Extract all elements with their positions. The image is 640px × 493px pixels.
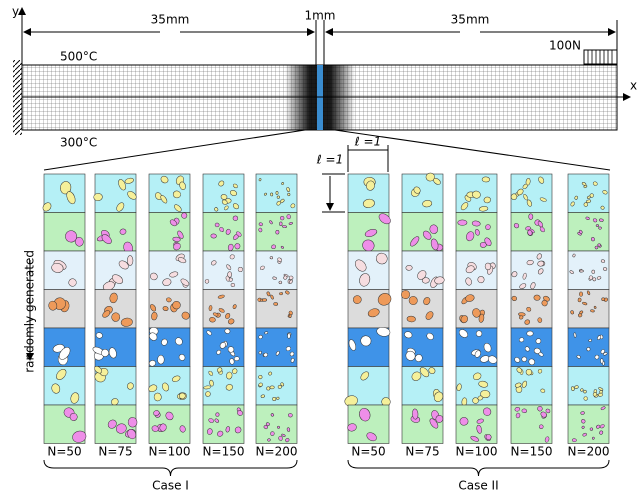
figure: y x 35mm 1mm 35mm 100N 500°C 300°C ℓ =1 …	[0, 0, 640, 493]
particle	[274, 302, 278, 305]
particle	[181, 213, 187, 219]
particle	[280, 216, 284, 220]
case-label: Case I	[152, 479, 189, 493]
particle	[278, 385, 282, 388]
particle	[458, 220, 467, 225]
case-brace	[44, 460, 297, 476]
particle	[262, 298, 267, 301]
particle	[209, 317, 216, 323]
scale-label: ℓ =1	[354, 135, 381, 149]
particle	[601, 298, 604, 301]
dimension-label: 35mm	[151, 13, 190, 27]
column-label: N=200	[568, 445, 610, 459]
fixed-wall	[13, 60, 22, 135]
particle	[406, 265, 413, 270]
particle	[529, 214, 533, 220]
axis-label: y	[12, 5, 19, 19]
particle	[279, 292, 283, 295]
column-label: N=150	[203, 445, 245, 459]
particle	[279, 222, 282, 226]
particle	[579, 292, 582, 297]
column-label: N=50	[351, 445, 385, 459]
particle	[228, 272, 232, 278]
particle	[216, 413, 220, 417]
particle	[407, 316, 416, 323]
particle	[572, 438, 577, 441]
particle	[276, 230, 279, 234]
particle	[234, 356, 239, 360]
particle	[587, 347, 591, 351]
particle	[270, 193, 272, 196]
phase-band	[256, 405, 297, 444]
particle	[590, 309, 594, 312]
particle	[598, 227, 601, 230]
side-label: randomly generated	[23, 250, 37, 373]
particle	[534, 295, 541, 301]
phase-band	[568, 367, 609, 406]
particle	[267, 387, 270, 390]
particle	[578, 298, 582, 302]
column-label: N=100	[456, 445, 498, 459]
load-label: 100N	[549, 39, 581, 53]
particle	[94, 193, 103, 201]
particle	[101, 349, 109, 356]
temperature-label: 500°C	[60, 50, 97, 64]
phase-band	[256, 290, 297, 329]
column-label: N=75	[98, 445, 132, 459]
phase-band	[44, 251, 85, 290]
particle	[584, 390, 587, 393]
particle	[591, 237, 595, 241]
temperature-label: 300°C	[60, 136, 97, 150]
scale-label: ℓ =1	[316, 153, 343, 167]
particle	[235, 243, 241, 249]
particle	[179, 393, 186, 400]
case-label: Case II	[458, 479, 498, 493]
particle	[154, 393, 162, 402]
particle	[460, 417, 469, 425]
particle	[289, 315, 292, 318]
particle	[592, 270, 595, 274]
particle	[157, 355, 164, 364]
column-label: N=50	[47, 445, 81, 459]
dimension-label: 35mm	[451, 13, 490, 27]
particle	[485, 263, 491, 270]
particle	[287, 334, 290, 339]
particle	[127, 256, 133, 266]
column-label: N=200	[256, 445, 298, 459]
column-label: N=150	[511, 445, 553, 459]
axis-label: x	[630, 79, 637, 93]
particle	[522, 409, 527, 413]
particle	[231, 283, 235, 287]
particle	[592, 437, 595, 440]
column-label: N=100	[149, 445, 191, 459]
particle	[412, 409, 418, 420]
particle	[596, 224, 599, 226]
particle	[270, 386, 275, 389]
particle	[287, 193, 290, 196]
phase-band	[203, 251, 244, 290]
particle	[598, 244, 601, 247]
dimension-label: 1mm	[304, 9, 335, 23]
particle	[599, 219, 603, 222]
particle	[270, 256, 273, 259]
particle	[211, 234, 217, 239]
column-label: N=75	[405, 445, 439, 459]
particle	[276, 191, 278, 194]
particle	[522, 357, 527, 362]
particle	[580, 270, 584, 272]
case-brace	[348, 460, 609, 476]
particle	[527, 331, 534, 336]
phase-band	[511, 290, 552, 329]
particle	[594, 306, 597, 309]
particle	[581, 411, 585, 414]
particle	[259, 178, 262, 181]
particle	[482, 177, 490, 182]
phase-band	[568, 290, 609, 329]
particle	[277, 196, 280, 199]
particle	[600, 359, 603, 364]
particle	[272, 397, 275, 400]
